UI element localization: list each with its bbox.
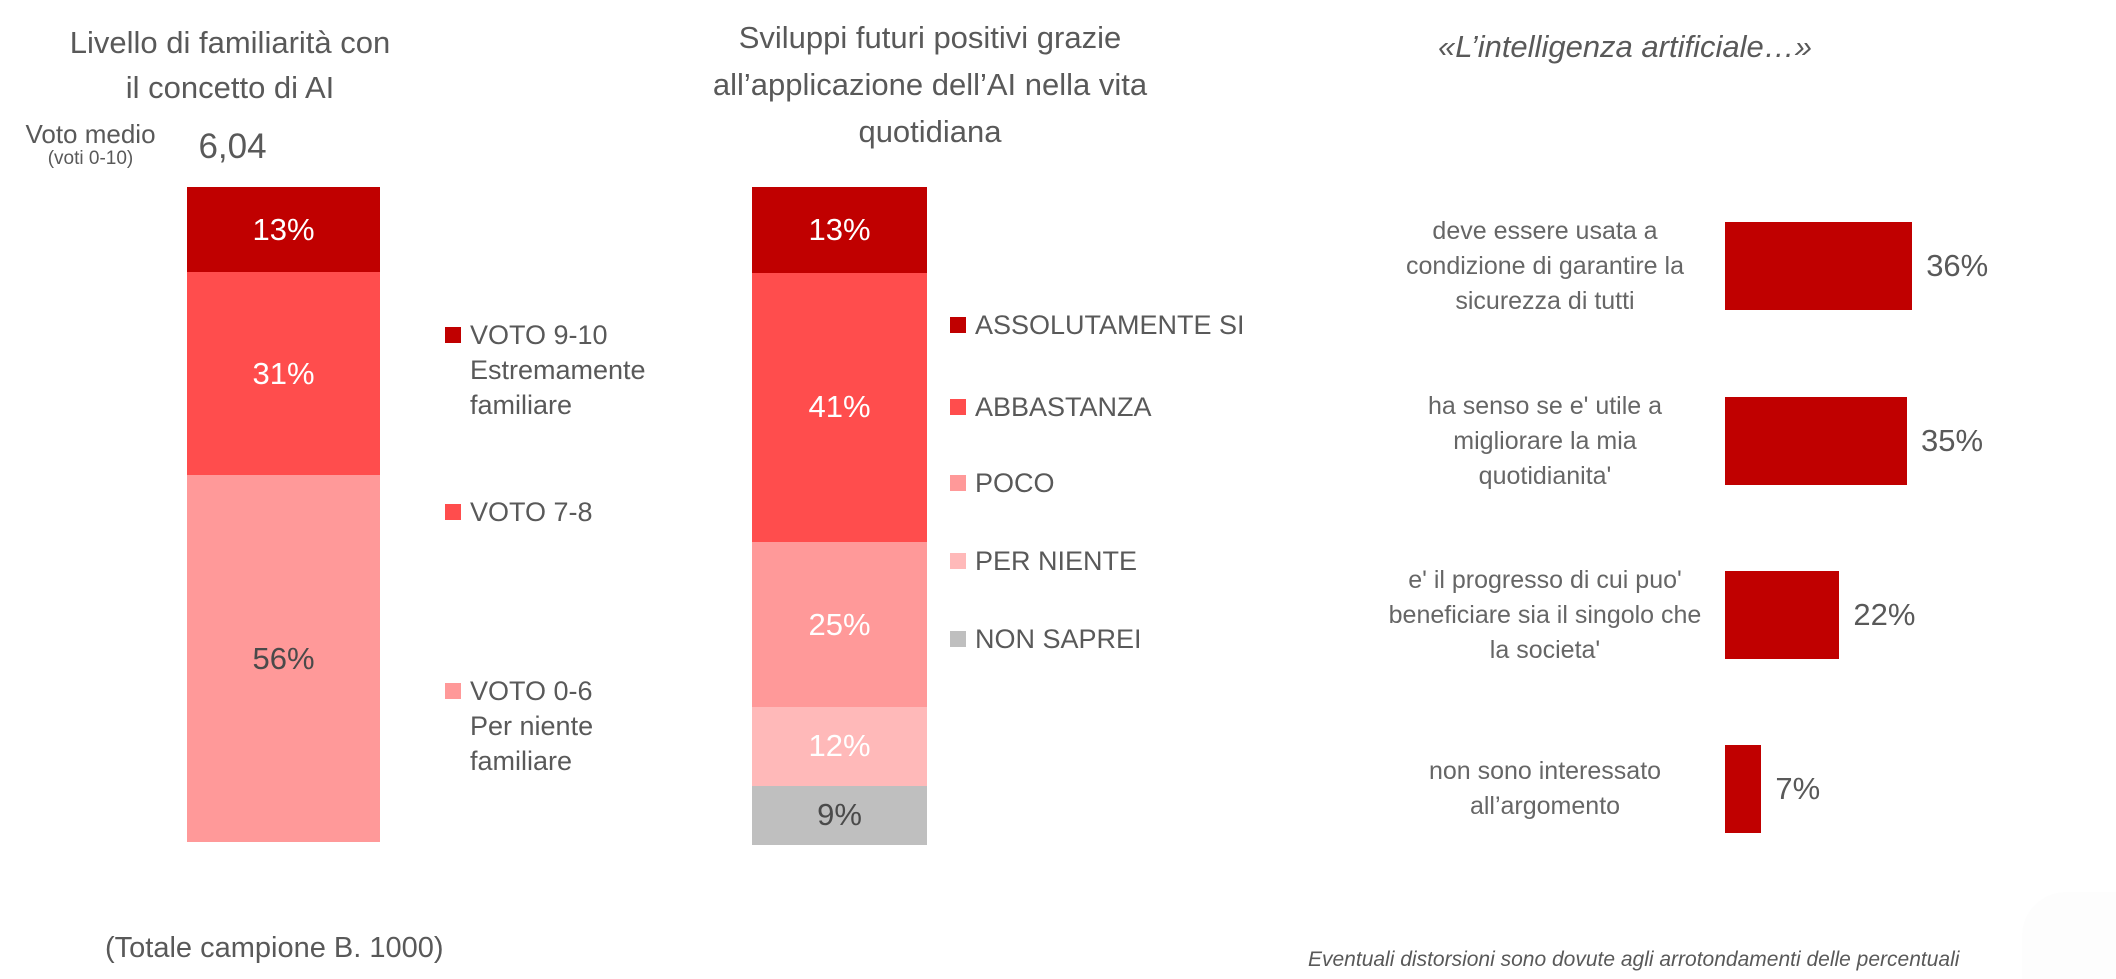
- chart2-segment-non-saprei: 9%: [752, 785, 927, 845]
- bar-value-label: 7%: [1775, 771, 1821, 806]
- legend-label: VOTO 7-8: [470, 497, 593, 527]
- legend-swatch: [445, 327, 461, 343]
- chart2-title-line3: quotidiana: [858, 114, 1002, 149]
- chart1-mean-value: 6,04: [198, 127, 267, 166]
- bar-category-line: non sono interessato: [1428, 757, 1662, 785]
- legend-label: Estremamente: [470, 355, 646, 385]
- chart2-legend-item-non-saprei: NON SAPREI: [950, 622, 1142, 657]
- bar: [1725, 397, 1907, 485]
- chart2-segment-abbastanza: 41%: [752, 272, 927, 543]
- chart3-title: «L’intelligenza artificiale…»: [1438, 29, 1812, 64]
- legend-label: familiare: [470, 390, 573, 420]
- chart2-legend-item-poco: POCO: [950, 466, 1055, 501]
- rounding-footnote: Eventuali distorsioni sono dovute agli a…: [1308, 948, 1960, 971]
- legend-label: Per niente: [470, 711, 594, 741]
- legend-label: familiare: [470, 746, 573, 776]
- legend-swatch: [950, 631, 966, 647]
- chart2-segment-assolutamente-si: 13%: [752, 187, 927, 273]
- legend-label: NON SAPREI: [975, 624, 1142, 654]
- bar-category-line: condizione di garantire la: [1406, 252, 1684, 280]
- chart3-bar-row4: 7%: [1725, 745, 1820, 833]
- chart2-segment-per-niente: 12%: [752, 706, 927, 786]
- legend-swatch: [950, 475, 966, 491]
- chart2-title: Sviluppi futuri positivi grazie all’appl…: [700, 14, 1160, 155]
- chart2-legend-item-assolutamente-si: ASSOLUTAMENTE SI: [950, 308, 1245, 343]
- legend-label: POCO: [975, 468, 1055, 498]
- watermark-shape: [2022, 892, 2116, 979]
- chart1-title-line2: il concetto di AI: [125, 70, 335, 105]
- chart1-legend-item-voto-0-6: VOTO 0-6 Per niente familiare: [445, 674, 593, 779]
- legend-swatch: [950, 553, 966, 569]
- legend-label: VOTO 0-6: [470, 676, 593, 706]
- chart1-stacked-bar: 13% 31% 56%: [187, 187, 380, 842]
- chart2-segment-poco: 25%: [752, 542, 927, 707]
- bar: [1725, 222, 1913, 310]
- bar-value-label: 36%: [1926, 248, 1989, 283]
- bar-category-line: quotidianita': [1478, 462, 1612, 490]
- bar-value-label: 22%: [1853, 597, 1916, 632]
- mean-sublabel-text: (voti 0-10): [47, 148, 134, 169]
- chart3-label-row3: e' il progresso di cui puo' beneficiare …: [1380, 563, 1710, 668]
- segment-value-label: 31%: [252, 355, 315, 391]
- chart2-legend-item-per-niente: PER NIENTE: [950, 544, 1137, 579]
- bar-category-line: e' il progresso di cui puo': [1408, 566, 1682, 594]
- legend-label: VOTO 9-10: [470, 320, 608, 350]
- chart3-bar-row1: 36%: [1725, 222, 1988, 310]
- chart1-mean-label: Voto medio (voti 0-10): [8, 120, 173, 170]
- chart1-legend-item-voto-9-10: VOTO 9-10 Estremamente familiare: [445, 318, 646, 423]
- bar-category-line: all’argomento: [1469, 792, 1621, 820]
- chart3-label-row1: deve essere usata a condizione di garant…: [1380, 214, 1710, 319]
- bar: [1725, 571, 1840, 659]
- chart2-title-line1: Sviluppi futuri positivi grazie: [738, 20, 1122, 55]
- chart2-legend-item-abbastanza: ABBASTANZA: [950, 390, 1152, 425]
- segment-value-label: 9%: [817, 797, 862, 833]
- legend-swatch: [950, 399, 966, 415]
- bar-category-line: la societa': [1489, 636, 1601, 664]
- bar: [1725, 745, 1762, 833]
- bar-category-line: migliorare la mia: [1453, 427, 1637, 455]
- chart1-segment-voto-0-6: 56%: [187, 475, 380, 842]
- chart3-label-row4: non sono interessato all’argomento: [1380, 754, 1710, 824]
- chart1-segment-voto-9-10: 13%: [187, 187, 380, 273]
- legend-label: ABBASTANZA: [975, 392, 1152, 422]
- legend-swatch: [445, 683, 461, 699]
- mean-label-text: Voto medio: [25, 119, 156, 149]
- legend-swatch: [445, 504, 461, 520]
- bar-category-line: beneficiare sia il singolo che: [1388, 601, 1702, 629]
- segment-value-label: 56%: [252, 640, 315, 676]
- bar-category-line: deve essere usata a: [1432, 217, 1658, 245]
- chart2-title-line2: all’applicazione dell’AI nella vita: [712, 67, 1148, 102]
- sample-note: (Totale campione B. 1000): [105, 932, 444, 964]
- chart3-label-row2: ha senso se e' utile a migliorare la mia…: [1380, 389, 1710, 494]
- segment-value-label: 13%: [252, 211, 315, 247]
- legend-label: ASSOLUTAMENTE SI: [975, 310, 1245, 340]
- chart3-bar-row3: 22%: [1725, 571, 1915, 659]
- chart1-title-line1: Livello di familiarità con: [69, 25, 391, 60]
- bar-category-line: sicurezza di tutti: [1455, 287, 1635, 315]
- segment-value-label: 13%: [808, 211, 871, 247]
- chart1-segment-voto-7-8: 31%: [187, 272, 380, 476]
- segment-value-label: 41%: [808, 389, 871, 425]
- segment-value-label: 12%: [808, 728, 871, 764]
- chart2-stacked-bar: 13% 41% 25% 12% 9%: [752, 187, 927, 845]
- bar-value-label: 35%: [1921, 423, 1984, 458]
- segment-value-label: 25%: [808, 606, 871, 642]
- chart1-legend-item-voto-7-8: VOTO 7-8: [445, 495, 593, 530]
- legend-swatch: [950, 317, 966, 333]
- chart3-bar-row2: 35%: [1725, 397, 1983, 485]
- legend-label: PER NIENTE: [975, 546, 1138, 576]
- bar-category-line: ha senso se e' utile a: [1427, 392, 1663, 420]
- chart1-title: Livello di familiarità con il concetto d…: [10, 20, 450, 110]
